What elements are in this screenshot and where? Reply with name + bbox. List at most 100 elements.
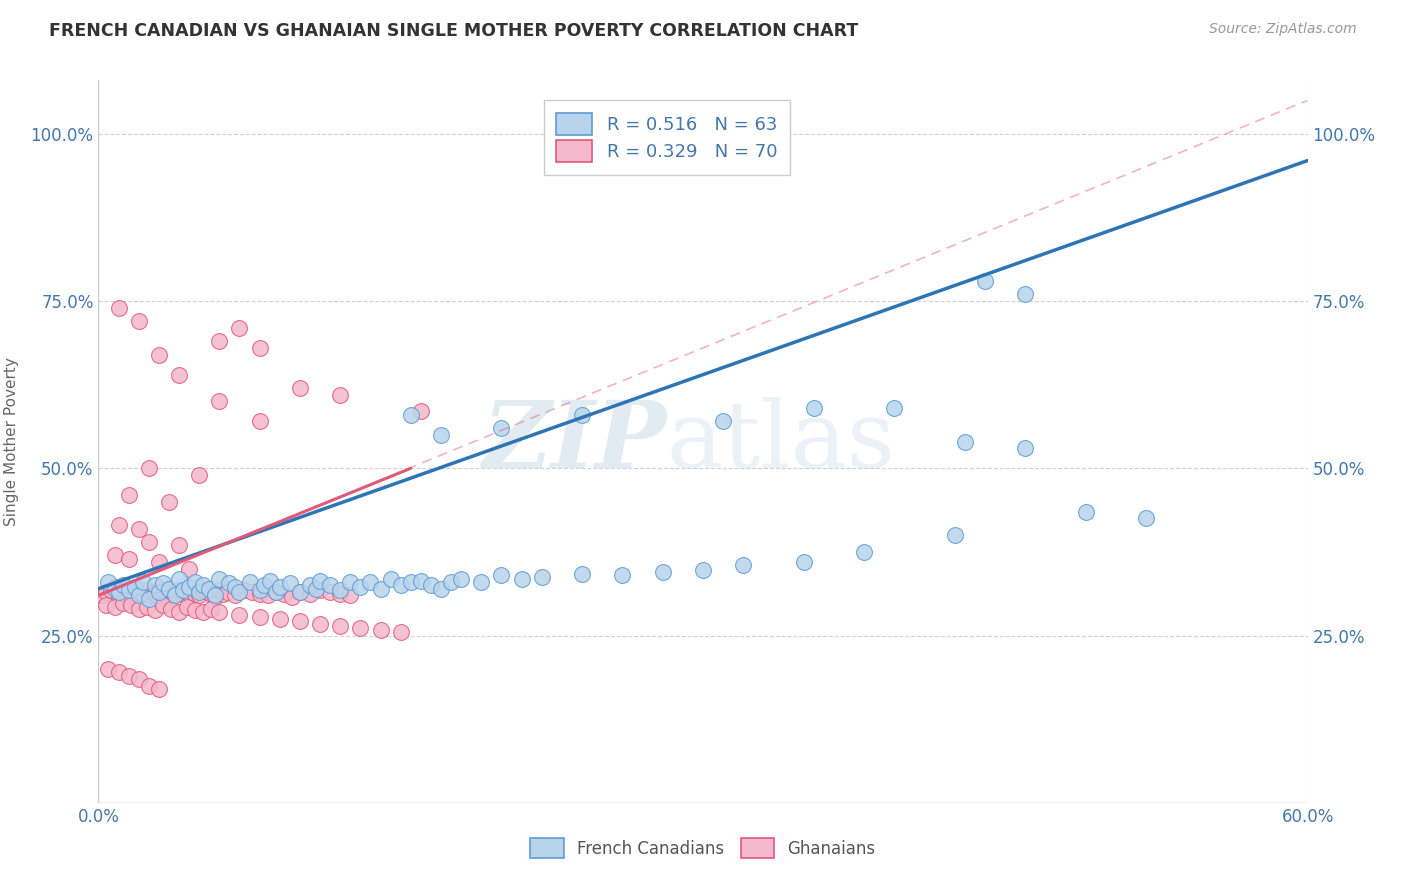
Point bbox=[184, 603, 207, 617]
Point bbox=[124, 582, 146, 596]
Point bbox=[118, 488, 141, 502]
Legend: French Canadians, Ghanaians: French Canadians, Ghanaians bbox=[522, 830, 884, 867]
Point bbox=[193, 583, 215, 598]
Point bbox=[172, 587, 194, 601]
Text: FRENCH CANADIAN VS GHANAIAN SINGLE MOTHER POVERTY CORRELATION CHART: FRENCH CANADIAN VS GHANAIAN SINGLE MOTHE… bbox=[49, 22, 859, 40]
Point bbox=[1014, 287, 1036, 301]
Point bbox=[224, 589, 246, 603]
Y-axis label: Single Mother Poverty: Single Mother Poverty bbox=[4, 357, 20, 526]
Point bbox=[152, 599, 174, 613]
Point bbox=[128, 314, 150, 328]
Point bbox=[249, 341, 271, 355]
Point bbox=[180, 590, 202, 604]
Point bbox=[309, 574, 332, 588]
Point bbox=[143, 578, 166, 592]
Point bbox=[135, 583, 157, 598]
Point bbox=[399, 408, 422, 422]
Point bbox=[118, 669, 141, 683]
Text: atlas: atlas bbox=[666, 397, 896, 486]
Point bbox=[167, 583, 190, 598]
Point bbox=[249, 610, 271, 624]
Point bbox=[167, 572, 190, 586]
Point bbox=[157, 582, 180, 596]
Text: ZIP: ZIP bbox=[482, 397, 666, 486]
Point bbox=[329, 587, 352, 601]
Point bbox=[349, 621, 371, 635]
Point bbox=[803, 401, 825, 416]
Point bbox=[240, 585, 263, 599]
Point bbox=[711, 414, 734, 429]
Point bbox=[148, 681, 170, 696]
Point bbox=[491, 568, 513, 582]
Point bbox=[278, 576, 301, 591]
Point bbox=[103, 600, 125, 615]
Point bbox=[329, 618, 352, 632]
Point bbox=[319, 578, 342, 592]
Point bbox=[430, 582, 453, 596]
Point bbox=[172, 583, 194, 598]
Point bbox=[204, 590, 226, 604]
Point bbox=[138, 461, 160, 475]
Point bbox=[269, 581, 291, 595]
Point bbox=[91, 589, 114, 603]
Point bbox=[319, 585, 342, 599]
Point bbox=[430, 427, 453, 442]
Point bbox=[208, 394, 231, 409]
Point bbox=[239, 575, 262, 590]
Point bbox=[269, 612, 291, 626]
Point bbox=[953, 434, 976, 449]
Point bbox=[198, 582, 221, 596]
Point bbox=[249, 583, 271, 598]
Point bbox=[1135, 511, 1157, 525]
Point bbox=[111, 597, 134, 611]
Point bbox=[143, 585, 166, 599]
Point bbox=[167, 538, 190, 552]
Point bbox=[120, 590, 142, 604]
Point bbox=[309, 583, 332, 598]
Point bbox=[148, 585, 170, 599]
Point bbox=[288, 614, 311, 628]
Point bbox=[218, 576, 240, 591]
Point bbox=[339, 589, 361, 603]
Point bbox=[143, 603, 166, 617]
Point bbox=[103, 548, 125, 563]
Point bbox=[288, 585, 311, 599]
Point bbox=[176, 585, 198, 599]
Point bbox=[530, 570, 553, 584]
Point bbox=[188, 467, 211, 482]
Point bbox=[111, 578, 134, 592]
Point bbox=[281, 590, 304, 604]
Point bbox=[163, 589, 186, 603]
Point bbox=[692, 563, 714, 577]
Point bbox=[288, 381, 311, 395]
Point bbox=[793, 555, 815, 569]
Point bbox=[96, 599, 118, 613]
Point bbox=[510, 572, 533, 586]
Point bbox=[450, 572, 472, 586]
Point bbox=[208, 583, 231, 598]
Point bbox=[208, 572, 231, 586]
Point bbox=[128, 589, 150, 603]
Point bbox=[339, 575, 361, 590]
Point bbox=[389, 578, 412, 592]
Point bbox=[107, 518, 129, 533]
Point bbox=[103, 581, 125, 595]
Point bbox=[232, 583, 254, 598]
Point bbox=[148, 555, 170, 569]
Point bbox=[107, 585, 129, 599]
Point bbox=[118, 583, 141, 598]
Point bbox=[132, 575, 155, 590]
Point bbox=[370, 623, 392, 637]
Point bbox=[148, 582, 170, 596]
Point bbox=[204, 589, 226, 603]
Point bbox=[1074, 505, 1097, 519]
Point bbox=[299, 578, 322, 592]
Point bbox=[224, 581, 246, 595]
Point bbox=[167, 605, 190, 619]
Point bbox=[571, 408, 593, 422]
Point bbox=[195, 585, 218, 599]
Point bbox=[124, 581, 146, 595]
Point bbox=[329, 583, 352, 598]
Point bbox=[389, 625, 412, 640]
Point bbox=[97, 662, 120, 676]
